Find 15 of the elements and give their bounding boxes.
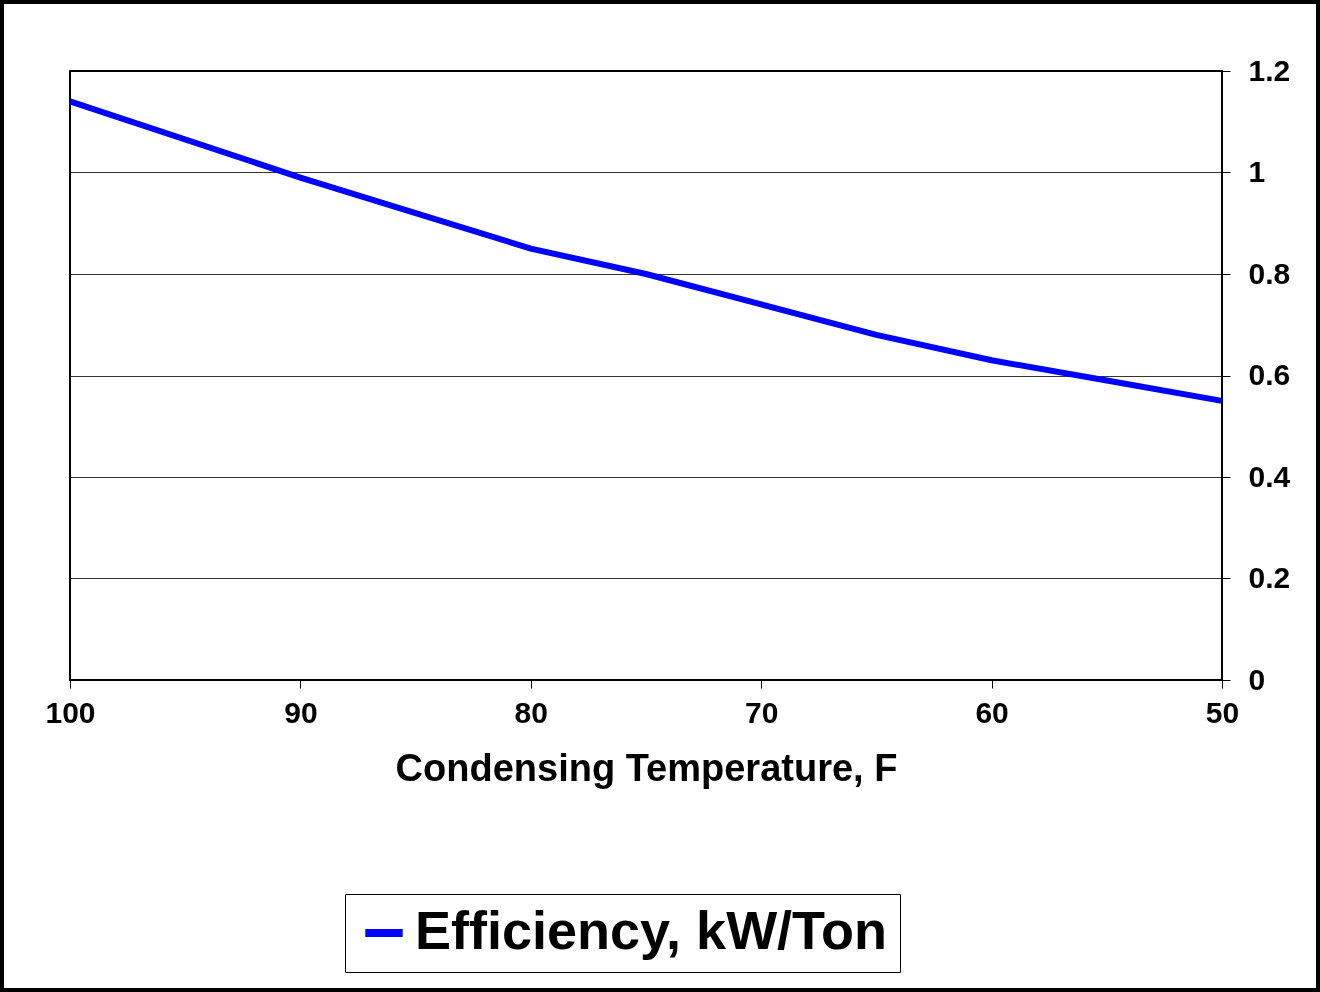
y-tick-label: 1.2: [1248, 53, 1291, 87]
y-tick-label: 0.4: [1248, 459, 1291, 493]
y-tick-label: 1: [1248, 155, 1266, 188]
y-tick-label: 0.6: [1248, 358, 1291, 391]
x-tick-label: 60: [975, 695, 1009, 729]
x-tick-label: 50: [1205, 695, 1240, 729]
y-tick-label: 0: [1248, 662, 1266, 696]
y-tick-label: 0.2: [1248, 561, 1291, 594]
x-tick-label: 80: [514, 695, 548, 729]
x-tick-label: 100: [45, 695, 96, 729]
legend-label: Efficiency, kW/Ton: [415, 900, 888, 960]
x-axis-title: Condensing Temperature, F: [395, 746, 898, 789]
x-tick-label: 70: [745, 695, 779, 729]
x-tick-label: 90: [284, 695, 318, 729]
y-tick-label: 0.8: [1248, 256, 1291, 290]
